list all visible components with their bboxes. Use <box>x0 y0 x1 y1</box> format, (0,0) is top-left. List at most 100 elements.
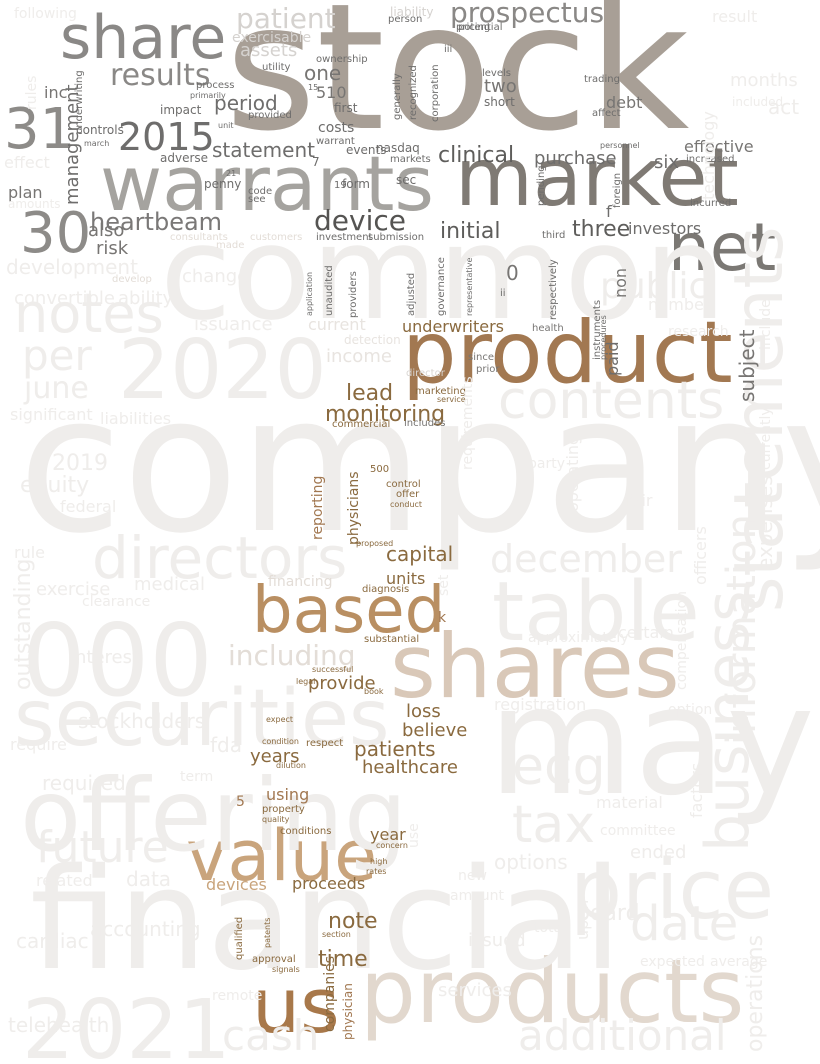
word-costs: costs <box>318 120 354 136</box>
word-product: product <box>402 303 733 403</box>
word-period: period <box>214 91 278 115</box>
word-provide: provide <box>308 673 376 694</box>
word-outstanding: outstanding <box>11 558 36 690</box>
word-note: note <box>328 909 378 934</box>
word-us: us <box>252 961 340 1050</box>
word-f: f <box>606 202 612 221</box>
word-requirements: requirements <box>460 376 476 470</box>
word-convertible: convertible <box>14 288 115 309</box>
word-governance: governance <box>436 257 447 316</box>
word-form: form <box>342 177 370 191</box>
word-required: required <box>42 771 126 795</box>
word-director: director <box>406 368 446 379</box>
word-ownership: ownership <box>316 54 368 65</box>
word-recognized: recognized <box>408 65 419 120</box>
word-results: results <box>110 58 211 93</box>
word-section: section <box>322 930 351 939</box>
word-code: code <box>248 186 272 197</box>
word-included: included <box>732 95 783 109</box>
word-issued: issued <box>468 930 526 951</box>
word-option: option <box>668 702 712 718</box>
word-control: control <box>386 479 421 490</box>
word-products: products <box>360 940 744 1043</box>
word-companies: companies <box>322 956 338 1032</box>
word-provided: provided <box>248 110 292 121</box>
word-made: made <box>216 240 244 251</box>
word-inc: inc <box>44 83 67 102</box>
word-information: information <box>719 514 765 745</box>
word-material: material <box>596 793 663 812</box>
word-warrants: warrants <box>100 139 434 228</box>
word-investors: investors <box>628 219 701 238</box>
word-capital: capital <box>386 542 453 566</box>
word-loss: loss <box>406 701 441 722</box>
word-medical: medical <box>134 574 205 595</box>
word-personnel: personnel <box>600 141 640 150</box>
word-three: three <box>572 217 630 242</box>
word-underwriting: underwriting <box>74 70 85 134</box>
word-compensation: compensation <box>674 591 690 690</box>
word-clinical: clinical <box>438 143 514 168</box>
word-commercial: commercial <box>332 419 390 430</box>
word-k: k <box>438 610 447 626</box>
word-penny: penny <box>204 177 241 191</box>
word-average: average <box>710 954 767 970</box>
word-proposed: proposed <box>356 539 393 548</box>
word-unaudited: unaudited <box>324 265 335 316</box>
word-income: income <box>326 346 392 367</box>
word-following: following <box>14 6 77 22</box>
word-equity: equity <box>20 473 89 498</box>
word-term: term <box>180 769 213 785</box>
word-0: 0 <box>506 261 519 285</box>
word-two: two <box>484 76 517 97</box>
word-primarily: primarily <box>190 91 226 100</box>
word-exercisable: exercisable <box>232 30 311 46</box>
word-based: based <box>252 574 445 648</box>
word-rules: rules <box>24 76 40 110</box>
word-submission: submission <box>368 232 424 243</box>
word-short: short <box>484 95 515 109</box>
word-diagnosis: diagnosis <box>362 584 409 595</box>
word-warrant: warrant <box>316 136 355 147</box>
word-adverse: adverse <box>160 151 208 165</box>
word-options: options <box>494 850 568 874</box>
word-trading: trading <box>584 74 620 85</box>
word-dilution: dilution <box>276 761 306 770</box>
word-federal: federal <box>60 497 116 516</box>
word-since: since <box>468 352 494 363</box>
word-stockholders: stockholders <box>78 709 205 733</box>
word-30: 30 <box>20 201 91 266</box>
word-time: time <box>318 947 368 972</box>
word-condition: condition <box>262 737 299 746</box>
word-directors: directors <box>92 524 347 592</box>
word-application: application <box>305 272 314 316</box>
word-statements: statements <box>720 226 799 612</box>
word-quality: quality <box>262 815 290 824</box>
word-subject: subject <box>735 329 759 402</box>
word-procedures: procedures <box>599 315 608 360</box>
word-data: data <box>126 867 171 891</box>
word-500: 500 <box>370 464 389 475</box>
word-respectively: respectively <box>548 259 559 320</box>
word-high: high <box>370 857 387 866</box>
word-includes: includes <box>404 418 445 429</box>
word-rule: rule <box>14 543 45 562</box>
word-years: years <box>250 746 300 767</box>
word-management: management <box>62 84 83 205</box>
word-research: research <box>668 324 729 340</box>
word-see: see <box>248 194 266 205</box>
word-2015: 2015 <box>118 115 215 159</box>
word-clearance: clearance <box>82 594 150 610</box>
word-marketing: marketing <box>415 386 466 397</box>
word-5: 5 <box>236 794 245 810</box>
word-remote: remote <box>212 988 262 1004</box>
word-expect: expect <box>266 715 293 724</box>
word-operations: operations <box>743 935 768 1052</box>
word-property: property <box>262 804 305 815</box>
word-using: using <box>266 785 309 804</box>
word-levels: levels <box>482 68 511 79</box>
word-offer: offer <box>396 489 420 500</box>
word-concern: concern <box>376 841 408 850</box>
word-months: months <box>730 70 798 91</box>
word-six: six <box>654 152 679 173</box>
